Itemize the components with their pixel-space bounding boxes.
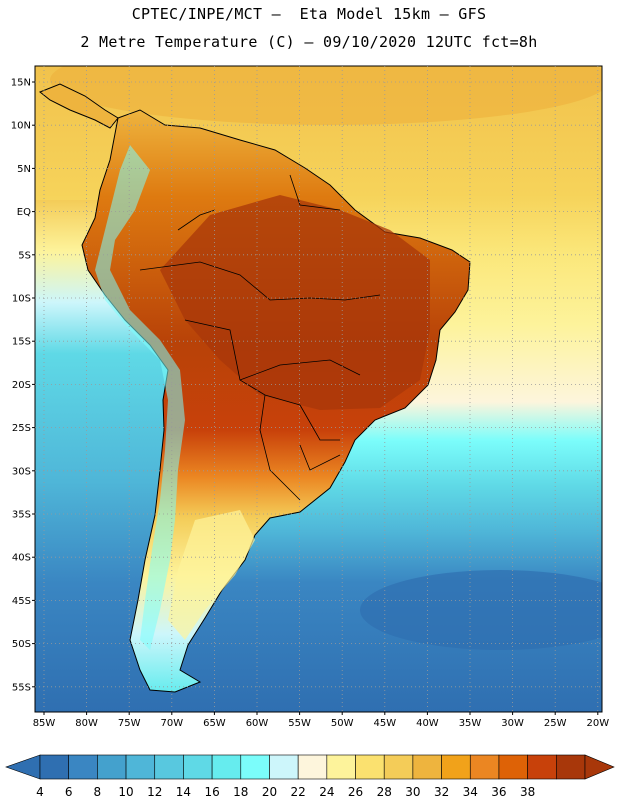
colorbar-label: 16	[204, 785, 219, 799]
lon-tick-label: 55W	[288, 718, 311, 729]
lat-tick-label: 15N	[11, 78, 31, 89]
latitude-axis: 15N 10N 5N EQ 5S 10S 15S 20S 25S 30S 35S 40S 45S 50S 5…	[11, 78, 35, 693]
lat-tick-label: 40S	[12, 553, 31, 564]
lon-tick-label: 70W	[160, 718, 183, 729]
longitude-axis: 85W 80W 75W 70W 65W 60W 55W 50W 45W 40W 35W 30W 25W 2…	[33, 712, 609, 729]
colorbar-swatch	[39, 754, 69, 780]
andes-cold-ridge	[95, 145, 185, 650]
colorbar-label: 18	[233, 785, 248, 799]
colorbar-swatch	[383, 754, 414, 780]
colorbar-swatch	[469, 754, 500, 780]
lon-tick-label: 85W	[33, 718, 56, 729]
colorbar-swatch	[297, 754, 328, 780]
lon-tick-label: 30W	[501, 718, 524, 729]
colorbar-swatch	[355, 754, 385, 780]
map-field	[35, 66, 602, 712]
colorbar-swatch	[240, 754, 270, 780]
lat-tick-label: 55S	[12, 682, 31, 693]
colorbar-swatch	[556, 754, 586, 780]
colorbar-label: 12	[147, 785, 162, 799]
colorbar-swatch	[183, 754, 213, 780]
colorbar-label: 30	[405, 785, 420, 799]
lon-tick-label: 80W	[75, 718, 98, 729]
lat-tick-label: 10N	[11, 121, 31, 132]
lat-tick-label: 45S	[12, 596, 31, 607]
colorbar-label: 34	[463, 785, 478, 799]
colorbar-swatch	[498, 754, 528, 780]
colorbar-label: 24	[319, 785, 334, 799]
central-america-isthmus	[39, 83, 119, 129]
lat-tick-label: EQ	[17, 207, 31, 218]
colorbar	[5, 754, 615, 780]
chart-title-line-1: CPTEC/INPE/MCT – Eta Model 15km – GFS	[131, 5, 487, 23]
colorbar-swatch	[269, 754, 299, 780]
lat-tick-label: 15S	[12, 337, 31, 348]
colorbar-label: 10	[118, 785, 133, 799]
lat-tick-label: 20S	[12, 380, 31, 391]
lat-tick-label: 25S	[12, 423, 31, 434]
map-frame	[34, 65, 603, 713]
colorbar-swatch	[68, 754, 98, 780]
patagonia-cool-zone	[168, 510, 255, 640]
lon-tick-label: 45W	[373, 718, 396, 729]
lon-tick-label: 75W	[118, 718, 141, 729]
lon-tick-label: 65W	[203, 718, 226, 729]
colorbar-swatch	[527, 754, 557, 780]
colorbar-swatch	[441, 754, 471, 780]
lat-tick-label: 50S	[12, 639, 31, 650]
lon-tick-label: 35W	[459, 718, 482, 729]
lat-tick-label: 30S	[12, 466, 31, 477]
caribbean-warm-patch	[50, 66, 602, 125]
colorbar-low-arrow	[5, 754, 41, 780]
colorbar-label: 22	[291, 785, 306, 799]
south-atlantic-cold-patch	[360, 570, 602, 650]
colorbar-label: 28	[377, 785, 392, 799]
colorbar-high-arrow	[584, 754, 615, 780]
colorbar-label: 26	[348, 785, 363, 799]
colorbar-label: 6	[65, 785, 73, 799]
chart-title-line-2: 2 Metre Temperature (C) – 09/10/2020 12U…	[80, 33, 538, 51]
colorbar-swatch	[97, 754, 127, 780]
colorbar-labels: 4 6 8 10 12 14 16 18 20 22 24 26 28 30 32 34 36 38	[36, 785, 535, 799]
lat-tick-label: 5S	[18, 250, 31, 261]
lon-tick-label: 25W	[544, 718, 567, 729]
graticule	[35, 66, 602, 712]
colorbar-label: 20	[262, 785, 277, 799]
colorbar-label: 8	[94, 785, 102, 799]
lon-tick-label: 50W	[331, 718, 354, 729]
colorbar-swatch	[125, 754, 156, 780]
lon-tick-label: 20W	[586, 718, 609, 729]
amazon-hot-core	[160, 195, 430, 410]
colorbar-swatch	[326, 754, 356, 780]
colorbar-swatch	[211, 754, 242, 780]
lon-tick-label: 40W	[416, 718, 439, 729]
colorbar-label: 14	[176, 785, 191, 799]
colorbar-swatch	[412, 754, 442, 780]
colorbar-label: 4	[36, 785, 44, 799]
colorbar-label: 38	[520, 785, 535, 799]
lon-tick-label: 60W	[246, 718, 269, 729]
lat-tick-label: 35S	[12, 510, 31, 521]
colorbar-label: 36	[491, 785, 506, 799]
colorbar-swatch	[154, 754, 184, 780]
country-borders	[139, 174, 381, 501]
colorbar-label: 32	[434, 785, 449, 799]
lat-tick-label: 10S	[12, 294, 31, 305]
lat-tick-label: 5N	[17, 164, 31, 175]
